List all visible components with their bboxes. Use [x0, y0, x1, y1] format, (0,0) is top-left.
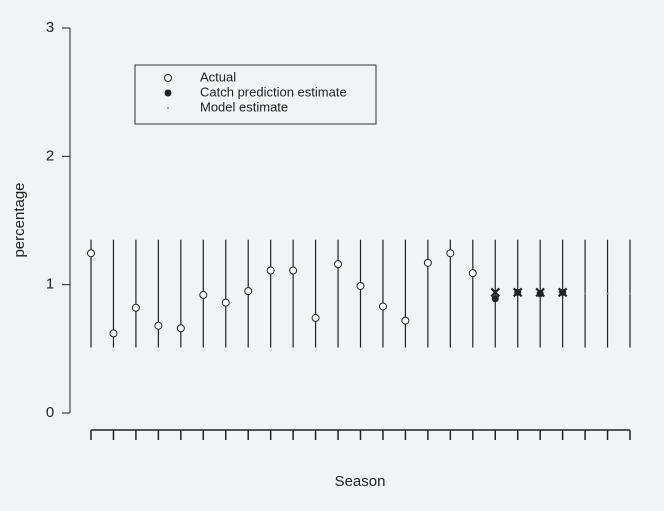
point: [221, 298, 230, 307]
point: [378, 302, 387, 311]
y-tick-label: 1: [46, 276, 54, 293]
point: [491, 295, 499, 303]
point: [131, 303, 140, 312]
legend-label: Actual: [200, 69, 236, 84]
y-tick-label: 0: [46, 404, 54, 421]
legend-box: [134, 64, 377, 125]
point: [266, 266, 275, 275]
point: [109, 329, 118, 338]
point: [87, 249, 95, 258]
legend-marker: [164, 74, 172, 82]
point: [535, 287, 545, 298]
point: [401, 316, 410, 325]
point: [199, 290, 208, 299]
point: [584, 292, 587, 295]
point: [176, 324, 185, 333]
point: [606, 292, 609, 295]
point: [446, 249, 455, 258]
legend-marker: [164, 89, 172, 97]
point: [629, 292, 631, 295]
point: [356, 281, 365, 290]
y-axis-label: percentage: [11, 182, 28, 257]
point: [423, 258, 432, 267]
x-axis-label: Season: [335, 473, 386, 490]
point: [154, 321, 163, 330]
point: [311, 314, 320, 323]
point: [244, 287, 253, 296]
point: [468, 269, 477, 278]
point: [512, 287, 523, 298]
point: [557, 287, 568, 298]
legend-marker: [167, 107, 169, 109]
point: [289, 266, 298, 275]
point: [334, 260, 343, 269]
legend-label: Catch prediction estimate: [200, 84, 347, 99]
point: [490, 287, 501, 298]
legend-label: Model estimate: [200, 99, 288, 114]
y-tick-label: 2: [46, 147, 54, 164]
y-tick-label: 3: [46, 19, 54, 36]
